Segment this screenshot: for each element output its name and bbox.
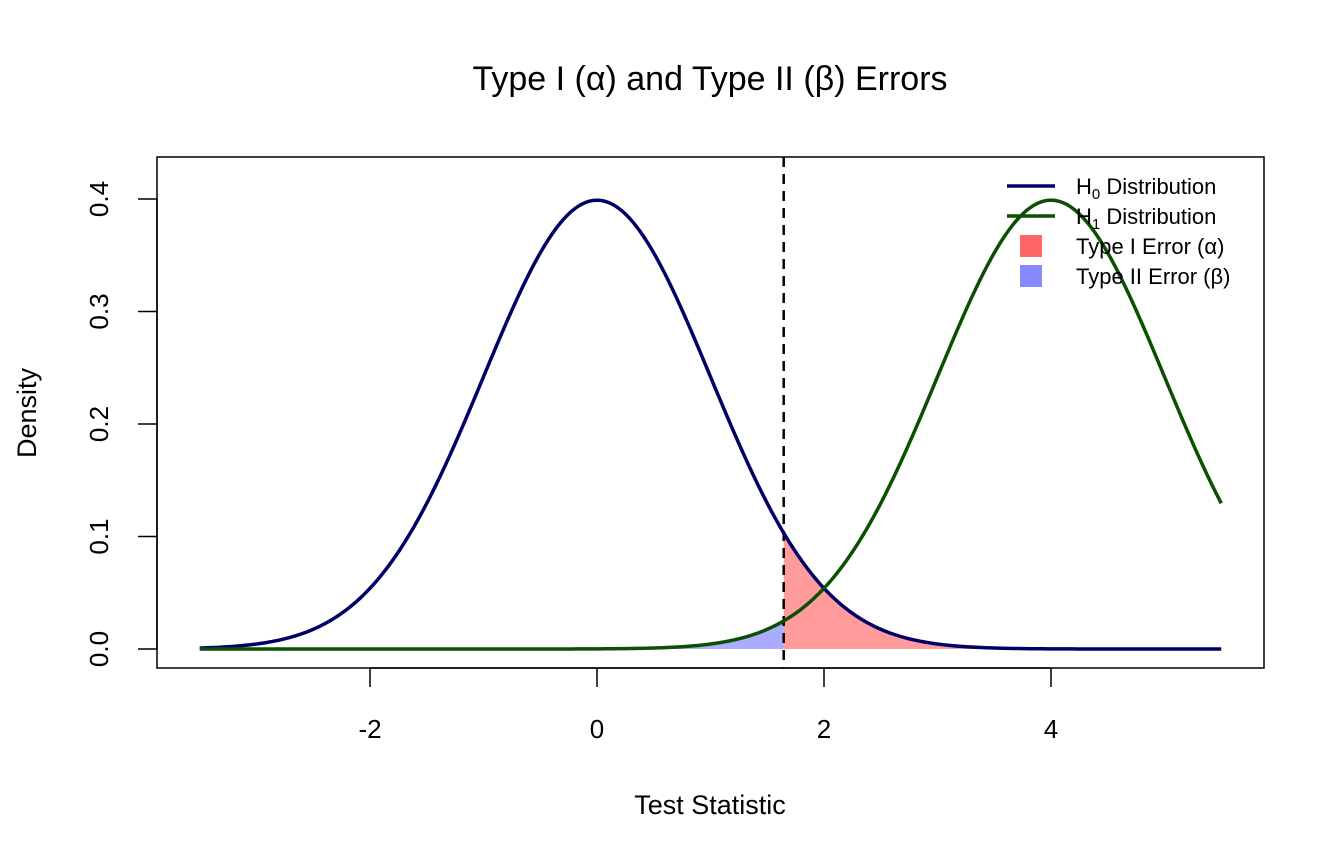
x-tick-label: 4 bbox=[1044, 714, 1058, 744]
y-tick-label: 0.3 bbox=[84, 293, 114, 329]
x-tick-label: -2 bbox=[358, 714, 381, 744]
x-tick-label: 0 bbox=[590, 714, 604, 744]
legend-label: Type I Error (α) bbox=[1076, 234, 1224, 259]
legend-label: H1 Distribution bbox=[1076, 204, 1216, 233]
x-axis: -2 0 2 4 bbox=[358, 667, 1058, 744]
legend-label: H0 Distribution bbox=[1076, 174, 1216, 203]
legend-label: Type II Error (β) bbox=[1076, 264, 1230, 289]
y-tick-label: 0.2 bbox=[84, 406, 114, 442]
x-tick-label: 2 bbox=[817, 714, 831, 744]
plot-area bbox=[199, 157, 1223, 668]
y-axis-label: Density bbox=[12, 367, 42, 458]
legend-item: Type I Error (α) bbox=[1020, 234, 1224, 259]
legend-item: H0 Distribution bbox=[1007, 174, 1216, 203]
h1-distribution-line bbox=[199, 198, 1223, 651]
type-ii-error-region bbox=[199, 620, 784, 649]
x-axis-label: Test Statistic bbox=[634, 790, 786, 820]
legend-box-swatch bbox=[1020, 235, 1042, 257]
y-tick-label: 0.1 bbox=[84, 518, 114, 554]
legend-box-swatch bbox=[1020, 265, 1042, 287]
legend-item: H1 Distribution bbox=[1007, 204, 1216, 233]
h0-distribution-line bbox=[199, 198, 1222, 651]
y-tick-label: 0.4 bbox=[84, 181, 114, 217]
chart-title: Type I (α) and Type II (β) Errors bbox=[472, 60, 947, 98]
type-i-error-region bbox=[783, 533, 1222, 649]
y-tick-label: 0.0 bbox=[84, 631, 114, 667]
legend-item: Type II Error (β) bbox=[1020, 264, 1230, 289]
y-axis: 0.0 0.1 0.2 0.3 0.4 bbox=[84, 181, 158, 667]
